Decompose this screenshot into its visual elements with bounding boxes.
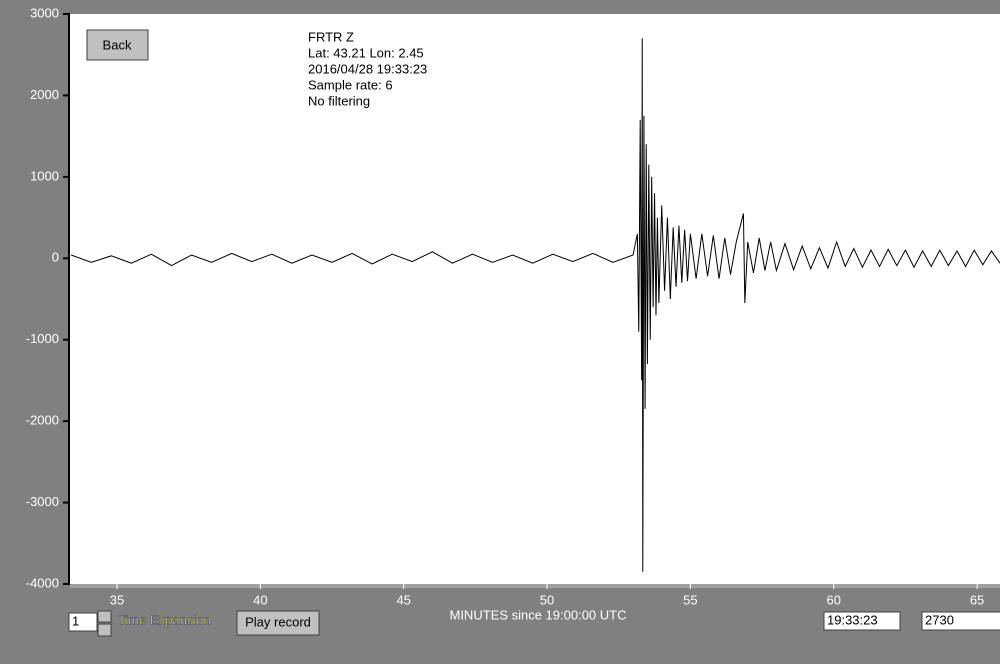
x-axis-label: MINUTES since 19:00:00 UTC <box>449 607 626 622</box>
annotation: 2016/04/28 19:33:23 <box>308 61 427 76</box>
seismogram-trace <box>70 38 1000 572</box>
y-tick-label: -4000 <box>26 575 59 590</box>
button-label: Play record <box>245 614 311 629</box>
button-face <box>236 610 320 636</box>
spinner-box <box>68 612 98 632</box>
x-tick-label: 60 <box>826 592 840 607</box>
expansion-spinner[interactable]: 1 <box>68 610 112 637</box>
x-tick-label: 55 <box>683 592 697 607</box>
button-face <box>86 29 149 61</box>
expansion-label: Time Expansion <box>118 612 211 627</box>
x-tick-label: 50 <box>540 592 554 607</box>
x-tick-label: 35 <box>110 592 124 607</box>
spinner-up[interactable] <box>97 610 112 623</box>
y-tick-label: 2000 <box>30 87 59 102</box>
y-tick-label: 0 <box>52 250 59 265</box>
spinner-value: 1 <box>72 613 79 628</box>
y-tick-label: -1000 <box>26 331 59 346</box>
x-axis <box>70 584 1000 588</box>
x-tick-label: 65 <box>970 592 984 607</box>
time-value: 19:33:23 <box>827 612 878 627</box>
y-tick-label: 1000 <box>30 168 59 183</box>
count-box <box>921 611 1000 631</box>
x-tick-label: 40 <box>253 592 267 607</box>
button-label: Back <box>103 37 132 52</box>
count-value: 2730 <box>925 612 954 627</box>
back-button[interactable]: Back <box>86 29 149 61</box>
time-box <box>823 611 901 631</box>
annotation: Sample rate: 6 <box>308 77 393 92</box>
spinner-down[interactable] <box>97 623 112 637</box>
x-tick-label: 45 <box>396 592 410 607</box>
y-tick-label: -2000 <box>26 413 59 428</box>
y-tick-label: -3000 <box>26 494 59 509</box>
annotation: Lat: 43.21 Lon: 2.45 <box>308 45 424 60</box>
annotation: FRTR Z <box>308 29 354 44</box>
plot-area <box>70 14 1000 584</box>
play-button[interactable]: Play record <box>236 610 320 636</box>
annotation: No filtering <box>308 93 370 108</box>
y-tick-label: 3000 <box>30 5 59 20</box>
